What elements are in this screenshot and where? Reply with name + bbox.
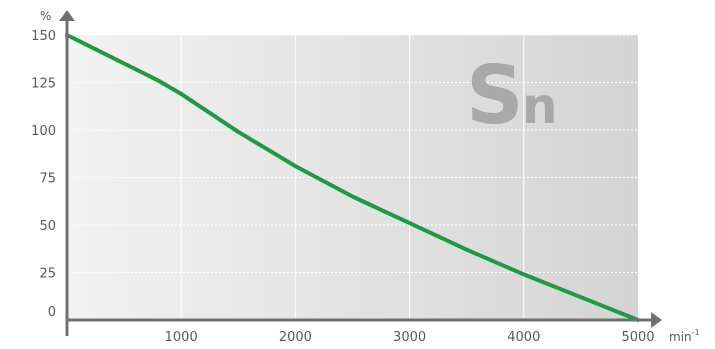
series-line-0 — [65, 33, 640, 322]
series-group — [65, 33, 640, 322]
x-tick-label-4000: 4000 — [507, 330, 540, 345]
x-tick-label-5000: 5000 — [621, 330, 654, 345]
grid-lines — [67, 34, 638, 320]
x-tick-label-1000: 1000 — [165, 330, 198, 345]
y-tick-label-100: 100 — [31, 124, 56, 139]
x-axis-unit-label: min-1 — [669, 328, 700, 344]
x-tick-label-2000: 2000 — [279, 330, 312, 345]
y-tick-label-50: 50 — [39, 219, 56, 234]
y-tick-label-125: 125 — [31, 77, 56, 92]
watermark-sn: S n — [466, 49, 558, 142]
tick-labels: 1000 2000 3000 4000 5000 0 25 50 75 100 125 150 — [31, 29, 654, 345]
x-axis-arrow — [651, 312, 662, 328]
watermark-letter-s: S — [466, 49, 524, 142]
y-tick-label-0: 0 — [48, 305, 56, 320]
y-axis-unit-label: % — [40, 9, 51, 23]
y-tick-label-150: 150 — [31, 29, 56, 44]
x-axis-unit-superscript: -1 — [692, 328, 700, 337]
watermark-letter-n: n — [522, 77, 558, 135]
y-tick-label-75: 75 — [39, 172, 56, 187]
x-axis-unit-base: min — [669, 330, 692, 344]
y-axis-arrow — [59, 10, 75, 21]
axes — [59, 10, 662, 336]
y-tick-label-25: 25 — [39, 267, 56, 282]
x-tick-label-3000: 3000 — [393, 330, 426, 345]
